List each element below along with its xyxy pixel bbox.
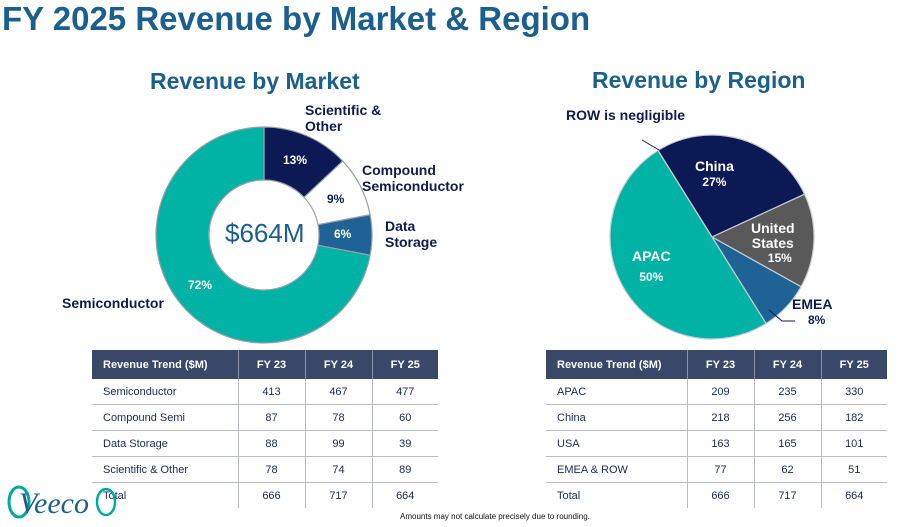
table-row: Scientific & Other 78 74 89 (92, 456, 438, 483)
table-cell: USA (546, 430, 688, 457)
table-row: Total 666 717 664 (92, 482, 438, 508)
value-compound: 9% (327, 192, 345, 206)
table-cell: 664 (845, 489, 864, 502)
region-chart-title: Revenue by Region (592, 67, 806, 93)
table-cell: 664 (396, 489, 415, 502)
label-china: China 27% (695, 158, 734, 189)
region-pie (609, 134, 815, 340)
table-cell: 218 (687, 404, 755, 431)
table-cell: 182 (821, 404, 887, 431)
market-header-cell: Revenue Trend ($M) (92, 350, 239, 379)
table-cell: 39 (372, 430, 438, 457)
label-compound: Compound Semiconductor (362, 162, 464, 194)
table-cell: 77 (687, 456, 755, 483)
region-header-cell: Revenue Trend ($M) (546, 350, 688, 379)
value-data-storage: 6% (334, 227, 352, 241)
table-cell: 99 (305, 430, 373, 457)
table-cell: 78 (238, 456, 306, 483)
table-cell: 163 (687, 430, 755, 457)
table-cell: 87 (238, 404, 306, 431)
table-cell: 78 (305, 404, 373, 431)
table-row: Compound Semi 87 78 60 (92, 404, 438, 431)
table-cell: Data Storage (92, 430, 239, 457)
row-leader-line (641, 139, 660, 151)
table-cell: 235 (754, 379, 822, 405)
table-cell: 467 (305, 379, 373, 405)
table-row: Semiconductor 413 467 477 (92, 379, 438, 405)
page-title: FY 2025 Revenue by Market & Region (2, 0, 591, 37)
table-cell: 74 (305, 456, 373, 483)
table-cell: Compound Semi (92, 404, 239, 431)
emea-leader-line (768, 309, 795, 322)
label-emea: EMEA 8% (792, 296, 833, 327)
slice-semiconductor (155, 126, 371, 344)
table-cell: 89 (372, 456, 438, 483)
table-cell: APAC (546, 379, 688, 405)
table-cell: 256 (754, 404, 822, 431)
table-cell: 413 (238, 379, 306, 405)
table-cell: 209 (687, 379, 755, 405)
table-cell: 666 (238, 482, 306, 508)
region-header-cell: FY 23 (687, 350, 755, 379)
table-cell: 717 (305, 482, 373, 508)
table-row: EMEA & ROW 77 62 51 (546, 456, 887, 483)
slice-china (657, 134, 806, 238)
region-header-cell: FY 24 (754, 350, 822, 379)
market-header-cell: FY 24 (305, 350, 373, 379)
table-cell: 101 (821, 430, 887, 457)
region-header-cell: FY 25 (821, 350, 887, 379)
table-cell: 666 (687, 482, 755, 508)
table-cell: Semiconductor (92, 379, 239, 405)
table-row: Total 666 717 664 (546, 482, 887, 508)
table-row: Data Storage 88 99 39 (92, 430, 438, 457)
table-cell: China (546, 404, 688, 431)
label-data-storage: Data Storage (385, 218, 438, 250)
table-cell: 62 (754, 456, 822, 483)
table-row: China 218 256 182 (546, 404, 887, 431)
region-revenue-table: Revenue Trend ($M) FY 23 FY 24 FY 25 APAC 209… (546, 350, 887, 508)
slice-apac (609, 149, 767, 340)
table-cell: Scientific & Other (92, 456, 239, 483)
table-cell: 330 (821, 379, 887, 405)
table-cell: Total (546, 482, 688, 508)
table-cell: EMEA & ROW (546, 456, 688, 483)
value-semiconductor: 72% (188, 278, 213, 292)
logo-text: Veeco (19, 487, 89, 520)
row-annotation: ROW is negligible (566, 107, 686, 123)
table-cell: 51 (821, 456, 887, 483)
donut-center-total: $664M (225, 218, 305, 248)
table-row: USA 163 165 101 (546, 430, 887, 457)
market-header-cell: FY 23 (238, 350, 306, 379)
table-cell: 88 (238, 430, 306, 457)
footnote: Amounts may not calculate precisely due … (400, 512, 590, 521)
table-row: APAC 209 235 330 (546, 379, 887, 405)
table-cell: 60 (372, 404, 438, 431)
label-apac: APAC 50% (632, 248, 671, 284)
veeco-logo: Veeco (7, 485, 117, 520)
label-scientific: Scientific & Other (305, 102, 382, 134)
label-us: United States 15% (751, 220, 795, 266)
table-cell: 717 (754, 482, 822, 508)
market-header-cell: FY 25 (372, 350, 438, 379)
market-donut (155, 126, 373, 344)
table-cell: 165 (754, 430, 822, 457)
value-scientific: 13% (283, 153, 308, 167)
market-revenue-table: Revenue Trend ($M) FY 23 FY 24 FY 25 Semicon… (92, 350, 438, 508)
market-chart-title: Revenue by Market (150, 68, 360, 94)
table-cell: Total (92, 482, 239, 508)
table-cell: 477 (372, 379, 438, 405)
label-semiconductor: Semiconductor (62, 295, 164, 311)
slice-united-states (710, 193, 815, 288)
